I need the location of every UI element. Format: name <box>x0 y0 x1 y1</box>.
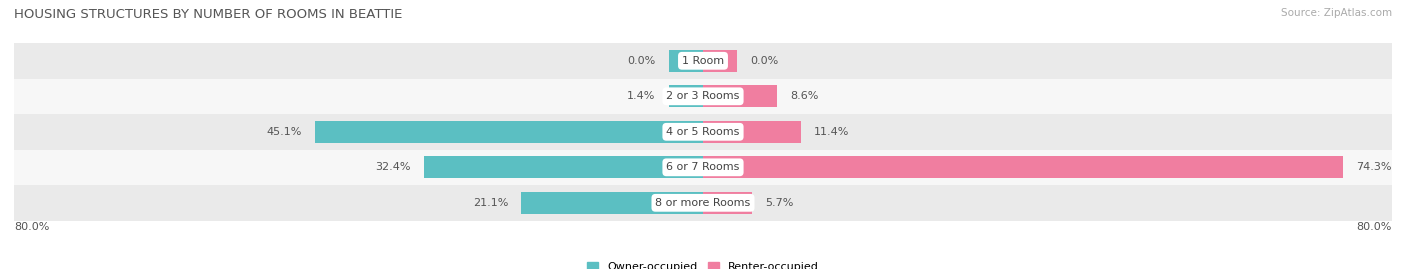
Bar <box>703 121 801 143</box>
Text: 11.4%: 11.4% <box>814 127 849 137</box>
Text: 6 or 7 Rooms: 6 or 7 Rooms <box>666 162 740 172</box>
Bar <box>14 114 1392 150</box>
Text: 74.3%: 74.3% <box>1355 162 1392 172</box>
Text: 8 or more Rooms: 8 or more Rooms <box>655 198 751 208</box>
Bar <box>522 192 703 214</box>
Text: 2 or 3 Rooms: 2 or 3 Rooms <box>666 91 740 101</box>
Text: 21.1%: 21.1% <box>472 198 509 208</box>
Text: 1 Room: 1 Room <box>682 56 724 66</box>
Text: 80.0%: 80.0% <box>1357 222 1392 232</box>
Bar <box>703 85 778 107</box>
Text: 1.4%: 1.4% <box>627 91 655 101</box>
Text: 0.0%: 0.0% <box>627 56 655 66</box>
Text: 32.4%: 32.4% <box>375 162 411 172</box>
Bar <box>703 50 738 72</box>
Bar <box>669 50 703 72</box>
Bar <box>703 156 1343 178</box>
Bar <box>669 85 703 107</box>
Bar <box>703 192 752 214</box>
Text: 80.0%: 80.0% <box>14 222 49 232</box>
Text: 4 or 5 Rooms: 4 or 5 Rooms <box>666 127 740 137</box>
Bar <box>425 156 703 178</box>
Bar <box>14 150 1392 185</box>
Legend: Owner-occupied, Renter-occupied: Owner-occupied, Renter-occupied <box>586 261 820 269</box>
Bar <box>315 121 703 143</box>
Text: HOUSING STRUCTURES BY NUMBER OF ROOMS IN BEATTIE: HOUSING STRUCTURES BY NUMBER OF ROOMS IN… <box>14 8 402 21</box>
Text: Source: ZipAtlas.com: Source: ZipAtlas.com <box>1281 8 1392 18</box>
Text: 8.6%: 8.6% <box>790 91 818 101</box>
Bar <box>14 79 1392 114</box>
Text: 0.0%: 0.0% <box>751 56 779 66</box>
Bar <box>14 43 1392 79</box>
Text: 45.1%: 45.1% <box>266 127 302 137</box>
Bar <box>14 185 1392 221</box>
Text: 5.7%: 5.7% <box>765 198 793 208</box>
